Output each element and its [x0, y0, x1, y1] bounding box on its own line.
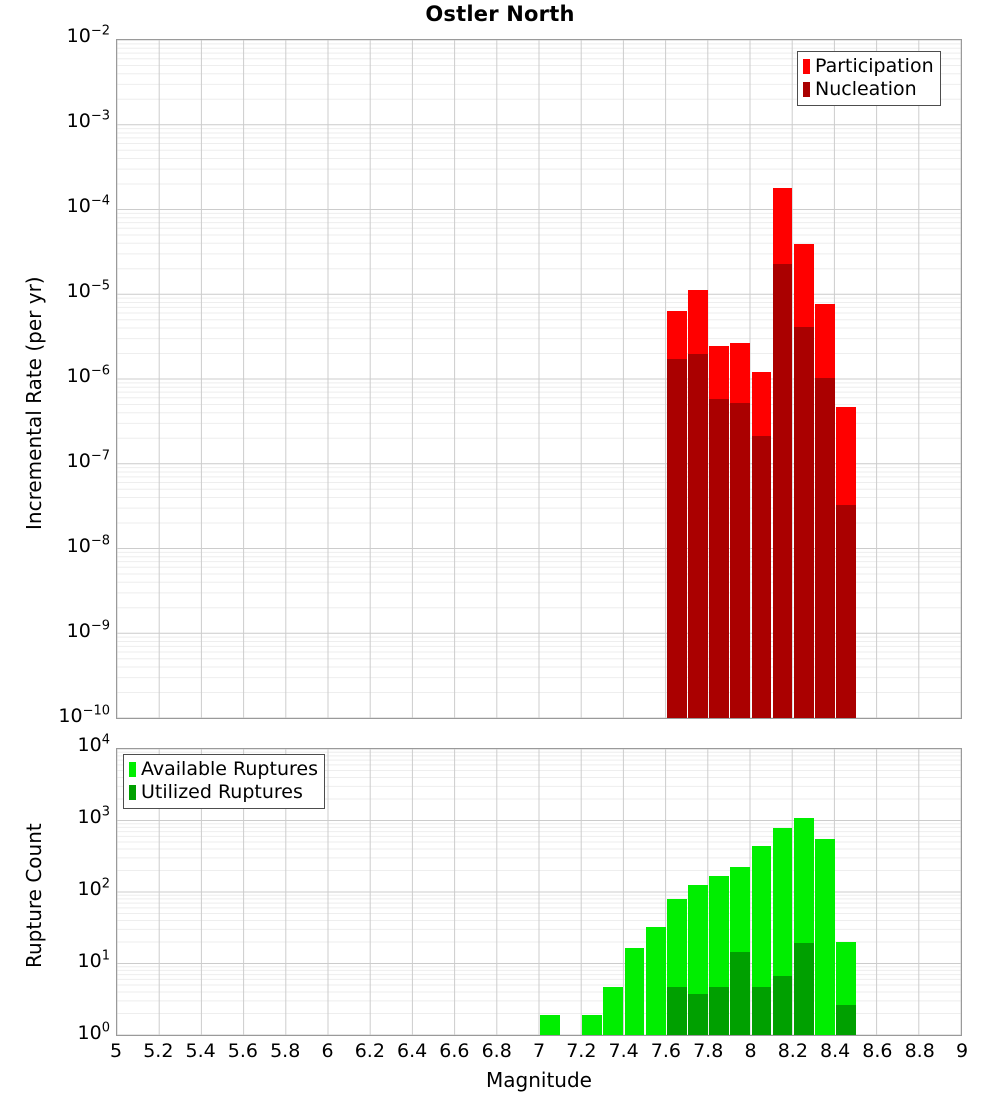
x-tick-label: 7.8 — [693, 1040, 724, 1062]
legend-rupture-count: Available Ruptures Utilized Ruptures — [123, 754, 325, 809]
legend-incremental-rate: Participation Nucleation — [797, 51, 941, 106]
bar-available-ruptures — [540, 1015, 560, 1035]
y-tick-label: 104 — [77, 732, 110, 756]
x-tick-label: 7.2 — [566, 1040, 597, 1062]
legend-item: Participation — [803, 55, 934, 78]
x-tick-label: 8.8 — [904, 1040, 935, 1062]
x-tick-label: 6.2 — [354, 1040, 385, 1062]
y-tick-label: 100 — [77, 1020, 110, 1044]
page-title: Ostler North — [425, 2, 575, 26]
bar-utilized-ruptures — [688, 993, 708, 1035]
bar-nucleation — [751, 435, 772, 718]
bar-utilized-ruptures — [751, 986, 772, 1035]
legend-item: Nucleation — [803, 78, 934, 101]
bar-available-ruptures — [603, 986, 624, 1035]
x-tick-label: 8 — [744, 1040, 757, 1062]
y-tick-label: 10−9 — [66, 618, 110, 642]
x-tick-label: 8.6 — [862, 1040, 893, 1062]
y-axis-label-incremental-rate: Incremental Rate (per yr) — [22, 276, 46, 530]
x-tick-label: 5.6 — [227, 1040, 258, 1062]
x-tick-label: 5.4 — [185, 1040, 216, 1062]
plot-panel-rupture-count — [116, 748, 962, 1036]
bar-nucleation — [814, 378, 835, 718]
x-tick-label: 5 — [109, 1040, 123, 1062]
y-tick-label: 103 — [77, 804, 110, 828]
x-tick-label: 6.6 — [439, 1040, 470, 1062]
x-tick-label: 5.8 — [270, 1040, 301, 1062]
bar-utilized-ruptures — [793, 943, 814, 1035]
legend-swatch-icon — [803, 59, 810, 74]
plot-panel-incremental-rate — [116, 39, 962, 719]
bar-utilized-ruptures — [666, 986, 687, 1035]
legend-label: Nucleation — [815, 78, 917, 100]
y-tick-label: 10−3 — [66, 108, 110, 132]
y-tick-label: 10−10 — [58, 703, 110, 727]
y-tick-label: 101 — [77, 948, 110, 972]
bars-rupture-count — [117, 749, 961, 1035]
y-tick-label: 102 — [77, 876, 110, 900]
y-tick-label: 10−2 — [66, 23, 110, 47]
bar-available-ruptures — [645, 926, 666, 1035]
legend-label: Available Ruptures — [141, 758, 318, 780]
x-tick-label: 6 — [321, 1040, 334, 1062]
x-tick-label: 7 — [532, 1040, 546, 1062]
bars-incremental-rate — [117, 40, 961, 718]
bar-nucleation — [793, 327, 814, 718]
x-tick-label: 6.4 — [396, 1040, 428, 1062]
bar-nucleation — [836, 504, 856, 718]
legend-swatch-icon — [129, 762, 136, 777]
bar-utilized-ruptures — [730, 952, 751, 1035]
x-tick-label: 7.4 — [608, 1040, 639, 1062]
legend-label: Participation — [815, 55, 934, 77]
bar-available-ruptures — [582, 1015, 603, 1035]
x-tick-label: 5.2 — [143, 1040, 174, 1062]
bar-nucleation — [772, 264, 793, 718]
y-tick-label: 10−5 — [66, 278, 110, 302]
bar-available-ruptures — [624, 948, 645, 1035]
bar-utilized-ruptures — [772, 976, 793, 1035]
y-tick-label: 10−4 — [66, 193, 110, 217]
bar-utilized-ruptures — [709, 986, 729, 1035]
bar-nucleation — [709, 398, 729, 718]
y-axis-label-rupture-count: Rupture Count — [22, 823, 46, 968]
bar-nucleation — [688, 353, 708, 718]
bar-utilized-ruptures — [836, 1004, 856, 1035]
x-tick-label: 7.6 — [650, 1040, 681, 1062]
bar-nucleation — [666, 359, 687, 718]
legend-label: Utilized Ruptures — [141, 781, 303, 803]
legend-swatch-icon — [129, 785, 136, 800]
x-tick-label: 8.4 — [819, 1040, 851, 1062]
x-tick-label: 9 — [955, 1040, 969, 1062]
bar-nucleation — [730, 402, 751, 718]
y-tick-label: 10−6 — [66, 363, 110, 387]
bar-available-ruptures — [814, 839, 835, 1035]
legend-item: Utilized Ruptures — [129, 781, 318, 804]
legend-swatch-icon — [803, 82, 810, 97]
legend-item: Available Ruptures — [129, 758, 318, 781]
y-tick-label: 10−7 — [66, 448, 110, 472]
x-tick-label: 6.8 — [481, 1040, 512, 1062]
x-tick-label: 8.2 — [777, 1040, 808, 1062]
y-tick-label: 10−8 — [66, 533, 110, 557]
x-axis-label: Magnitude — [486, 1068, 592, 1092]
